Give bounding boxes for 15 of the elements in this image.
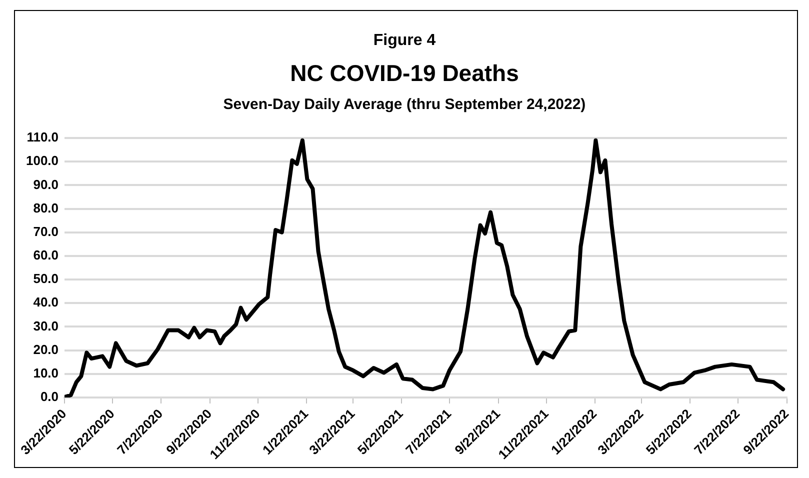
y-tick-label: 40.0 (33, 294, 59, 310)
y-tick-label: 0.0 (40, 389, 59, 404)
y-tick-label: 20.0 (33, 342, 59, 357)
y-tick-label: 80.0 (33, 200, 59, 216)
y-tick-label: 100.0 (26, 153, 59, 168)
y-tick-label: 70.0 (33, 224, 59, 239)
y-tick-label: 60.0 (33, 248, 59, 263)
y-tick-label: 110.0 (26, 130, 59, 145)
chart-title: NC COVID-19 Deaths (289, 60, 520, 87)
chart-subtitle: Seven-Day Daily Average (thru September 24,2022) (222, 96, 587, 113)
y-tick-label: 90.0 (33, 176, 59, 192)
y-tick-label: 10.0 (33, 365, 59, 380)
caption: Figure 4 (372, 32, 437, 50)
y-tick-label: 50.0 (33, 271, 59, 286)
y-tick-label: 30.0 (33, 318, 59, 334)
